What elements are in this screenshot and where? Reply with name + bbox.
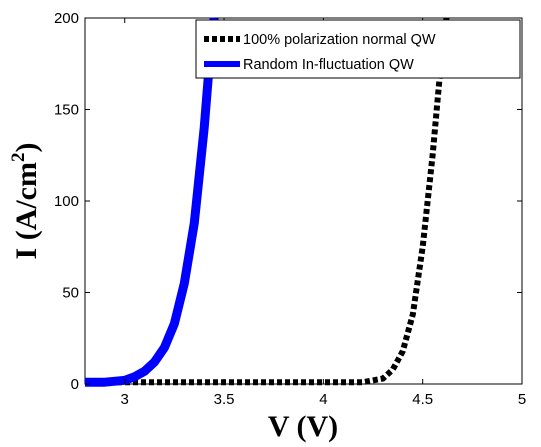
- legend-label-fluctuation-qw: Random In-fluctuation QW: [243, 57, 414, 73]
- y-tick-label: 100: [54, 193, 79, 210]
- y-tick-label: 50: [62, 285, 79, 302]
- x-axis-label: V (V): [268, 410, 338, 443]
- x-tick-label: 5: [518, 391, 526, 408]
- x-tick-label: 4.5: [412, 391, 433, 408]
- y-tick-label: 200: [54, 10, 79, 27]
- x-tick-label: 3.5: [214, 391, 235, 408]
- y-tick-label: 150: [54, 102, 79, 119]
- legend-label-normal-qw: 100% polarization normal QW: [243, 32, 436, 48]
- x-tick-label: 3: [121, 391, 129, 408]
- x-tick-label: 4: [319, 391, 327, 408]
- y-tick-label: 0: [71, 376, 79, 393]
- legend: 100% polarization normal QW Random In-fl…: [195, 19, 521, 79]
- plot-area: [84, 17, 523, 385]
- legend-box: [195, 19, 521, 79]
- y-axis-label: I (A/cm2): [8, 143, 43, 260]
